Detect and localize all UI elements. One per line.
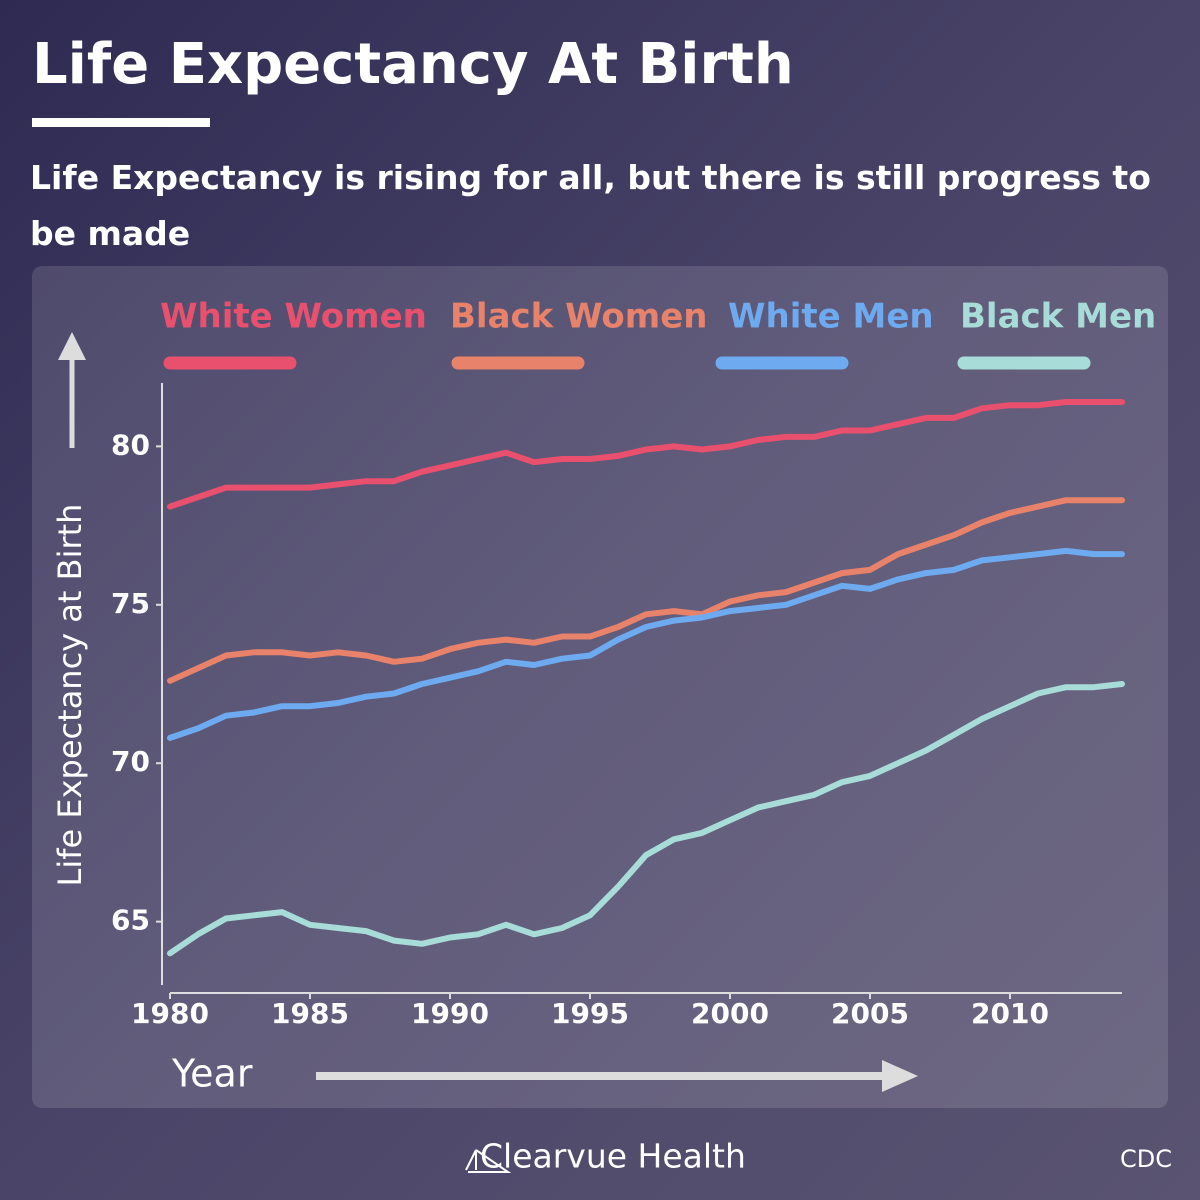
y-tick-label: 75: [111, 587, 150, 620]
x-tick-label: 1990: [411, 997, 489, 1030]
x-tick-label: 1980: [131, 997, 209, 1030]
y-tick-label: 70: [111, 745, 150, 778]
x-tick-label: 2005: [831, 997, 909, 1030]
x-tick-label: 2010: [971, 997, 1049, 1030]
chart-title: Life Expectancy At Birth: [32, 32, 794, 97]
title-underline: [32, 118, 210, 127]
legend-label: White Women: [160, 297, 427, 337]
series-line: [167, 681, 1125, 957]
y-axis-label: Life Expectancy at Birth: [51, 504, 89, 887]
x-axis-label: Year: [171, 1052, 253, 1096]
y-tick-label: 80: [111, 428, 150, 461]
x-tick-label: 2000: [691, 997, 769, 1030]
series-line: [167, 497, 1125, 684]
brand: Clearvue Health: [480, 1137, 746, 1176]
x-tick-label: 1995: [551, 997, 629, 1030]
legend-label: White Men: [728, 297, 934, 337]
y-arrow-head: [58, 332, 86, 360]
brand-logo: [465, 1149, 512, 1173]
source: CDC: [1120, 1145, 1172, 1173]
chart-panel: [32, 266, 1168, 1108]
y-tick-label: 65: [111, 904, 150, 937]
series-line: [167, 399, 1125, 510]
legend-label: Black Men: [960, 297, 1156, 337]
chart-subtitle: Life Expectancy is rising for all, but t…: [30, 158, 1151, 253]
x-tick-label: 1985: [271, 997, 349, 1030]
subtitle-box: Life Expectancy is rising for all, but t…: [30, 158, 1151, 253]
legend-label: Black Women: [450, 297, 707, 337]
x-arrow-head: [882, 1060, 918, 1092]
series-line: [167, 547, 1125, 741]
